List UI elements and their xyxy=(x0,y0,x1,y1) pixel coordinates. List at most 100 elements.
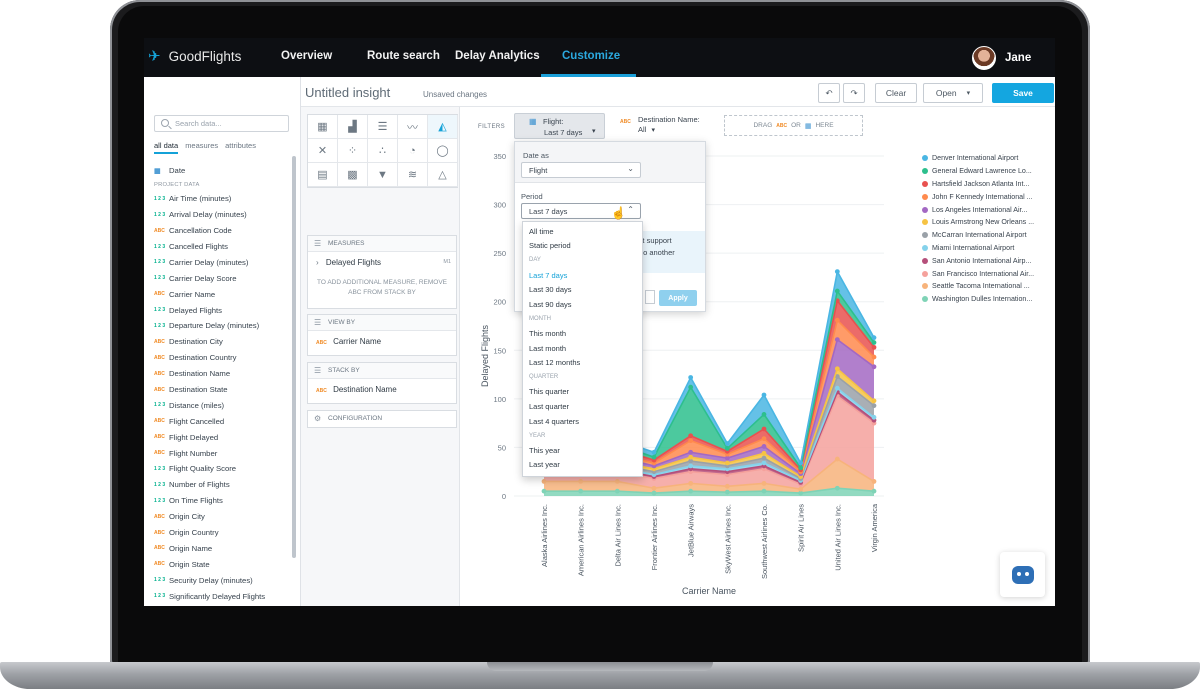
tab-attributes[interactable]: attributes xyxy=(225,141,256,150)
catalog-item[interactable]: 1 2 3 Carrier Delay (minutes) xyxy=(154,254,294,270)
period-option[interactable]: All time xyxy=(529,226,554,236)
user-menu[interactable]: Jane xyxy=(972,46,1031,70)
bubble-icon[interactable]: ∴ xyxy=(368,139,398,163)
catalog-item[interactable]: 1 2 3 Cancelled Flights xyxy=(154,239,294,255)
period-option[interactable]: Last month xyxy=(529,343,567,353)
period-option[interactable]: Last quarter xyxy=(529,401,570,411)
catalog-item[interactable]: ABC Destination Country xyxy=(154,350,294,366)
tab-measures[interactable]: measures xyxy=(185,141,219,150)
search-input[interactable]: Search data... xyxy=(154,115,289,132)
bar-chart-icon[interactable]: ☰ xyxy=(368,115,398,139)
viewby-item[interactable]: ABC Carrier Name xyxy=(308,331,456,352)
funnel-icon[interactable]: ▼ xyxy=(368,163,398,187)
period-option[interactable]: Last year xyxy=(529,460,560,470)
nav-route-search[interactable]: Route search xyxy=(367,50,440,62)
catalog-item[interactable]: 1 2 3 Distance (miles) xyxy=(154,397,294,413)
legend-item[interactable]: Denver International Airport xyxy=(922,152,1052,165)
legend-item[interactable]: McCarran International Airport xyxy=(922,229,1052,242)
nav-overview[interactable]: Overview xyxy=(281,50,333,62)
catalog-item[interactable]: ABC Flight Number xyxy=(154,445,294,461)
brand-logo[interactable]: ✈ GoodFlights xyxy=(148,49,241,64)
period-option[interactable]: Last 4 quarters xyxy=(529,416,580,426)
catalog-item[interactable]: ABC Cancellation Code xyxy=(154,223,294,239)
treemap-icon[interactable]: ▤ xyxy=(308,163,338,187)
catalog-item[interactable]: ABC Origin City xyxy=(154,509,294,525)
series-area xyxy=(544,300,874,472)
period-option[interactable]: Last 7 days xyxy=(529,270,568,280)
period-select[interactable]: Last 7 days ⌃ xyxy=(521,203,641,219)
catalog-item[interactable]: ABC Origin State xyxy=(154,556,294,572)
legend-item[interactable]: Louis Armstrong New Orleans ... xyxy=(922,216,1052,229)
period-option[interactable]: This month xyxy=(529,328,567,338)
configuration-section[interactable]: ⚙ CONFIGURATION xyxy=(307,410,457,428)
filter-drop-zone[interactable]: DRAG ABC OR ▦ HERE xyxy=(724,115,863,136)
catalog-item[interactable]: 1 2 3 Significantly Delayed Flights xyxy=(154,588,294,604)
catalog-item[interactable]: 1 2 3 On Time Flights xyxy=(154,493,294,509)
legend-label: McCarran International Airport xyxy=(932,231,1027,240)
catalog-item[interactable]: 1 2 3 Delayed Flights xyxy=(154,302,294,318)
catalog-item[interactable]: ABC Origin Name xyxy=(154,540,294,556)
catalog-item[interactable]: ABC Flight Cancelled xyxy=(154,413,294,429)
date-filter-chip[interactable]: ▦ Flight: Last 7 days ▾ xyxy=(514,113,605,139)
table-viz-icon[interactable]: ▦ xyxy=(308,115,338,139)
donut-chart-icon[interactable]: ◯ xyxy=(428,139,458,163)
info-message: 't support to another xyxy=(635,231,705,273)
column-chart-icon[interactable]: ▟ xyxy=(338,115,368,139)
nav-customize[interactable]: Customize xyxy=(562,50,621,62)
stackby-item[interactable]: ABC Destination Name xyxy=(308,379,456,400)
catalog-item[interactable]: 1 2 3 Carrier Delay Score xyxy=(154,270,294,286)
legend-item[interactable]: Washington Dulles Internation... xyxy=(922,293,1052,306)
catalog-item[interactable]: ABC Carrier Name xyxy=(154,286,294,302)
period-option[interactable]: This quarter xyxy=(529,387,570,397)
measure-badge: M1 xyxy=(443,259,451,265)
heatmap-icon[interactable]: ▩ xyxy=(338,163,368,187)
catalog-item[interactable]: ABC Destination Name xyxy=(154,366,294,382)
catalog-item[interactable]: 1 2 3 Air Time (minutes) xyxy=(154,191,294,207)
catalog-item[interactable]: ABC Destination State xyxy=(154,382,294,398)
period-option[interactable]: Static period xyxy=(529,241,571,251)
legend-item[interactable]: Seattle Tacoma International ... xyxy=(922,280,1052,293)
save-button[interactable]: Save xyxy=(992,83,1054,103)
pie-chart-icon[interactable]: ◔ xyxy=(398,139,428,163)
catalog-item[interactable]: 1 2 3 Departure Delay (minutes) xyxy=(154,318,294,334)
catalog-item[interactable]: ABC Flight Delayed xyxy=(154,429,294,445)
area-chart-icon[interactable]: ◭ xyxy=(428,115,458,139)
open-button[interactable]: Open ▾ xyxy=(923,83,983,103)
tab-all-data[interactable]: all data xyxy=(154,141,179,154)
nav-delay-analytics[interactable]: Delay Analytics xyxy=(455,50,540,62)
clear-button[interactable]: Clear xyxy=(875,83,917,103)
period-option[interactable]: Last 12 months xyxy=(529,358,581,368)
legend-item[interactable]: Los Angeles International Air... xyxy=(922,203,1052,216)
period-option[interactable]: Last 30 days xyxy=(529,285,572,295)
line-chart-icon[interactable]: 〰 xyxy=(398,115,428,139)
catalog-item[interactable]: ABC Origin Country xyxy=(154,525,294,541)
bullet-chart-icon[interactable]: △ xyxy=(428,163,458,187)
undo-button[interactable]: ↶ xyxy=(818,83,840,103)
catalog-item[interactable]: 1 2 3 Number of Flights xyxy=(154,477,294,493)
catalog-scrollbar[interactable] xyxy=(292,156,296,558)
catalog-item[interactable]: 1 2 3 Security Delay (minutes) xyxy=(154,572,294,588)
legend-item[interactable]: General Edward Lawrence Lo... xyxy=(922,165,1052,178)
catalog-item[interactable]: 1 2 3 Flight Quality Score xyxy=(154,461,294,477)
period-option[interactable]: This year xyxy=(529,445,560,455)
apply-button[interactable]: Apply xyxy=(659,290,697,306)
destination-filter-chip[interactable]: ABC Destination Name: All ▾ xyxy=(620,115,700,136)
cancel-button[interactable] xyxy=(645,290,655,304)
scatter-icon[interactable]: ⁘ xyxy=(338,139,368,163)
redo-button[interactable]: ↷ xyxy=(843,83,865,103)
assistant-bot-button[interactable] xyxy=(1000,552,1045,597)
legend-item[interactable]: San Antonio International Airp... xyxy=(922,254,1052,267)
period-option[interactable]: Last 90 days xyxy=(529,299,572,309)
legend-item[interactable]: Miami International Airport xyxy=(922,242,1052,255)
legend-item[interactable]: John F Kennedy International ... xyxy=(922,190,1052,203)
catalog-item-date[interactable]: ▦ Date xyxy=(154,163,294,179)
legend-item[interactable]: San Francisco International Air... xyxy=(922,267,1052,280)
date-as-select[interactable]: Flight ⌄ xyxy=(521,162,641,178)
combo-chart-icon[interactable]: ≋ xyxy=(398,163,428,187)
measure-item[interactable]: › Delayed Flights M1 xyxy=(308,252,456,273)
insight-title[interactable]: Untitled insight xyxy=(305,85,391,100)
legend-item[interactable]: Hartsfield Jackson Atlanta Int... xyxy=(922,178,1052,191)
catalog-item[interactable]: 1 2 3 Arrival Delay (minutes) xyxy=(154,207,294,223)
catalog-item[interactable]: ABC Destination City xyxy=(154,334,294,350)
headline-icon[interactable]: ✕ xyxy=(308,139,338,163)
